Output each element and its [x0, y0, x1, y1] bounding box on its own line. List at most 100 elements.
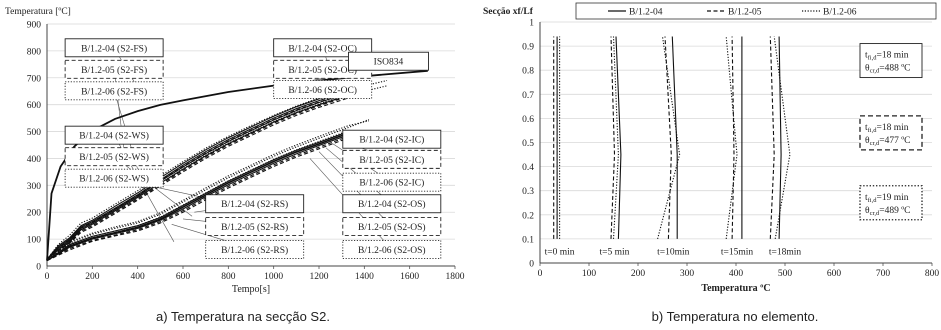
y-tick-label: 0.3: [522, 187, 534, 197]
series-label-text: B/1.2-06 (S2-RS): [221, 245, 288, 256]
series-line: [46, 134, 349, 262]
chart-a-temperature-section: 0 100 200 300 400 500 600 700 800 900 0 200 400 600 80…: [5, 7, 465, 324]
series-label-box: [342, 217, 442, 237]
x-tick-label: 1400: [355, 272, 374, 282]
y-tick-label: 0.2: [522, 211, 534, 221]
series-label-text: B/1.2-05 (S2-WS): [79, 152, 149, 163]
series-line: [46, 97, 349, 260]
profile-line: [664, 36, 672, 239]
series-label-text: ISO834: [374, 58, 404, 68]
series-label-box: [342, 194, 442, 214]
series-label-box: [64, 168, 164, 188]
annotation-symbol: θ: [865, 64, 870, 74]
series-label-text: B/1.2-04 (S2-RS): [221, 199, 288, 210]
y-tick-label: 100: [27, 236, 42, 246]
y-tick-label: 500: [27, 128, 42, 138]
x-tick-label: 1800: [446, 272, 465, 282]
series-line: [46, 131, 349, 262]
series-label-text: B/1.2-05 (S2-OS): [358, 222, 426, 233]
annotation-subscript: cr,d: [870, 210, 880, 217]
y-tick-label: 800: [27, 47, 42, 57]
y-tick-label: 0.1: [522, 235, 534, 245]
x-tick-label: 400: [131, 272, 146, 282]
x-tick-label: 700: [876, 269, 891, 279]
y-tick-label: 0: [529, 260, 534, 270]
profile-line: [612, 36, 619, 239]
annotation-symbol: θ: [865, 206, 870, 216]
series-label-box: [64, 125, 164, 145]
profile-line: [671, 36, 678, 239]
x-tick-label: 100: [582, 269, 597, 279]
x-tick-label: 1600: [400, 272, 419, 282]
y-tick-label: 900: [27, 21, 42, 31]
annotation-symbol: t: [865, 193, 868, 203]
time-label: t=10min: [657, 248, 690, 258]
series-label-text: B/1.2-06 (S2-WS): [79, 174, 149, 185]
profile-line: [610, 36, 616, 239]
series-label-text: B/1.2-06 (S2-IC): [359, 178, 424, 189]
x-tick-label: 0: [538, 269, 543, 279]
series-label-box: [64, 81, 164, 101]
annotation-line-1: tfi,d=19 min: [865, 193, 909, 204]
series-line: [46, 95, 349, 260]
legend: B/1.2-04 B/1.2-05 B/1.2-06: [575, 2, 937, 20]
y-tick-label: 400: [27, 155, 42, 165]
series-line: [46, 135, 349, 262]
series-line: [46, 89, 349, 260]
time-label: t=0 min: [545, 248, 575, 258]
series-label-box: [348, 51, 429, 71]
x-tick-label: 300: [680, 269, 695, 279]
series-label-box: [205, 194, 305, 214]
series-label-text: B/1.2-05 (S2-FS): [81, 65, 147, 76]
annotation-value: =19 min: [877, 193, 909, 203]
legend-label: B/1.2-05: [728, 8, 762, 18]
time-label: t=15min: [721, 248, 754, 258]
series-label-box: [205, 217, 305, 237]
legend-box: [575, 2, 937, 20]
annotation-line-2: θcr,d=489 ºC: [865, 206, 911, 217]
caption-b: b) Temperatura no elemento.: [652, 309, 819, 324]
series-label-box: [64, 59, 164, 79]
y-tick-label: 700: [27, 74, 42, 84]
annotation-value: =18 min: [877, 123, 909, 133]
y-tick-label: 0.9: [522, 43, 534, 53]
legend-label: B/1.2-04: [629, 8, 663, 18]
series-line: [46, 137, 349, 262]
legend-label: B/1.2-06: [823, 8, 857, 18]
x-tick-label: 600: [176, 272, 191, 282]
y-axis-title: Secção xf/Lf: [483, 7, 534, 17]
annotation-value: =488 ºC: [879, 64, 910, 74]
y-tick-label: 0.6: [522, 115, 534, 125]
series-label-text: B/1.2-04 (S2-IC): [359, 135, 424, 146]
annotation-value: =489 ºC: [879, 206, 910, 216]
series-line: [46, 120, 370, 262]
caption-a: a) Temperatura na secção S2.: [156, 309, 330, 324]
series-line: [46, 92, 349, 260]
annotation-subscript: fi,d: [868, 197, 878, 204]
time-label: t=5 min: [600, 248, 630, 258]
annotation-value: =18 min: [877, 51, 909, 61]
series-label-text: B/1.2-04 (S2-FS): [81, 43, 147, 54]
series-label-box: [342, 172, 442, 192]
x-tick-label: 800: [925, 269, 940, 279]
annotation-box: [859, 43, 923, 79]
series-label-text: B/1.2-05 (S2-OC): [288, 65, 357, 76]
x-tick-label: 1200: [310, 272, 329, 282]
profile-line: [773, 36, 791, 239]
profile-line: [615, 36, 622, 239]
x-axis-title: Tempo[s]: [232, 284, 270, 295]
annotation-value: =477 ºC: [879, 136, 910, 146]
annotation-subscript: cr,d: [870, 140, 880, 147]
profile-line: [657, 36, 681, 240]
annotation-line-1: tfi,d=18 min: [865, 51, 909, 62]
profile-line: [731, 36, 735, 239]
annotation-subscript: fi,d: [868, 55, 878, 62]
chart-b-temperature-element: 0 0.1 0.2 0.3 0.4 0.5 0.6 0.7 0.8 0.9 1 0 100 200 300 4…: [483, 2, 940, 324]
y-tick-label: 0: [36, 263, 41, 273]
series-label-box: [64, 38, 164, 58]
series-line: [46, 132, 349, 262]
y-tick-label: 0.7: [522, 91, 534, 101]
series-label-text: B/1.2-06 (S2-OC): [288, 85, 357, 96]
series-label-text: B/1.2-06 (S2-FS): [81, 86, 147, 97]
series-line: [46, 85, 388, 260]
